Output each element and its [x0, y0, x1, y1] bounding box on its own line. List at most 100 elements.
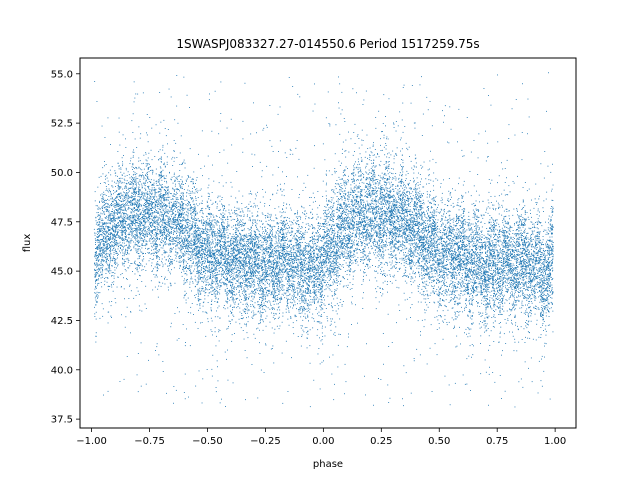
data-point: [213, 270, 215, 272]
data-point: [242, 275, 243, 277]
data-point: [180, 135, 182, 137]
data-point: [356, 180, 358, 182]
data-point: [98, 228, 100, 229]
data-point: [409, 203, 411, 205]
data-point: [187, 240, 189, 241]
data-point: [268, 219, 270, 221]
data-point: [365, 209, 367, 211]
data-point: [254, 245, 255, 247]
data-point: [534, 291, 536, 293]
data-point: [374, 230, 376, 232]
data-point: [170, 326, 172, 328]
data-point: [415, 206, 417, 207]
data-point: [97, 269, 99, 270]
data-point: [389, 205, 391, 207]
data-point: [294, 259, 296, 261]
data-point: [431, 213, 433, 215]
data-point: [174, 157, 176, 159]
data-point: [550, 216, 552, 218]
data-point: [113, 248, 114, 249]
data-point: [538, 282, 539, 284]
data-point: [124, 326, 126, 328]
data-point: [262, 306, 264, 308]
data-point: [358, 233, 360, 235]
data-point: [243, 225, 245, 226]
data-point: [379, 258, 381, 260]
data-point: [373, 232, 375, 234]
data-point: [492, 282, 493, 284]
data-point: [133, 220, 135, 222]
data-point: [296, 243, 298, 245]
data-point: [517, 224, 519, 226]
data-point: [369, 193, 370, 195]
data-point: [297, 218, 298, 219]
data-point: [416, 198, 418, 200]
data-point: [512, 272, 514, 274]
data-point: [96, 101, 98, 102]
data-point: [361, 199, 363, 201]
data-point: [277, 271, 279, 273]
data-point: [449, 300, 451, 302]
data-point: [457, 218, 458, 220]
data-point: [496, 288, 498, 290]
data-point: [294, 213, 296, 215]
data-point: [304, 246, 306, 248]
data-point: [504, 270, 506, 272]
data-point: [390, 189, 392, 191]
data-point: [470, 270, 472, 272]
data-point: [202, 378, 204, 380]
data-point: [362, 232, 364, 234]
data-point: [360, 174, 362, 176]
data-point: [287, 228, 288, 229]
data-point: [490, 182, 491, 184]
data-point: [509, 230, 511, 232]
data-point: [487, 302, 489, 304]
data-point: [333, 263, 335, 265]
data-point: [185, 227, 187, 229]
data-point: [419, 239, 421, 241]
data-point: [494, 234, 496, 235]
data-point: [188, 247, 190, 248]
data-point: [540, 163, 542, 165]
data-point: [407, 215, 409, 217]
data-point: [530, 284, 532, 286]
data-point: [297, 255, 299, 257]
data-point: [309, 301, 311, 303]
data-point: [269, 259, 270, 261]
data-point: [451, 274, 453, 275]
data-point: [494, 256, 496, 258]
data-point: [138, 207, 140, 209]
data-point: [521, 236, 523, 238]
data-point: [463, 285, 465, 287]
data-point: [99, 214, 101, 216]
data-point: [139, 230, 141, 232]
data-point: [343, 181, 345, 183]
data-point: [121, 239, 123, 240]
data-point: [395, 247, 397, 249]
data-point: [452, 246, 454, 248]
data-point: [96, 279, 98, 281]
data-point: [257, 311, 259, 313]
data-point: [419, 201, 421, 202]
data-point: [259, 247, 261, 249]
data-point: [525, 275, 527, 277]
data-point: [479, 312, 481, 314]
data-point: [396, 191, 398, 193]
data-point: [305, 227, 306, 228]
data-point: [211, 232, 213, 234]
data-point: [193, 215, 195, 217]
data-point: [111, 272, 113, 274]
data-point: [395, 207, 397, 208]
data-point: [247, 241, 249, 242]
data-point: [111, 245, 113, 247]
data-point: [157, 296, 159, 298]
data-point: [138, 255, 140, 257]
data-point: [153, 187, 155, 188]
data-point: [276, 325, 278, 327]
data-point: [327, 320, 329, 322]
data-point: [415, 212, 417, 214]
data-point: [278, 291, 280, 292]
data-point: [286, 240, 288, 241]
data-point: [438, 258, 440, 260]
data-point: [230, 219, 232, 221]
